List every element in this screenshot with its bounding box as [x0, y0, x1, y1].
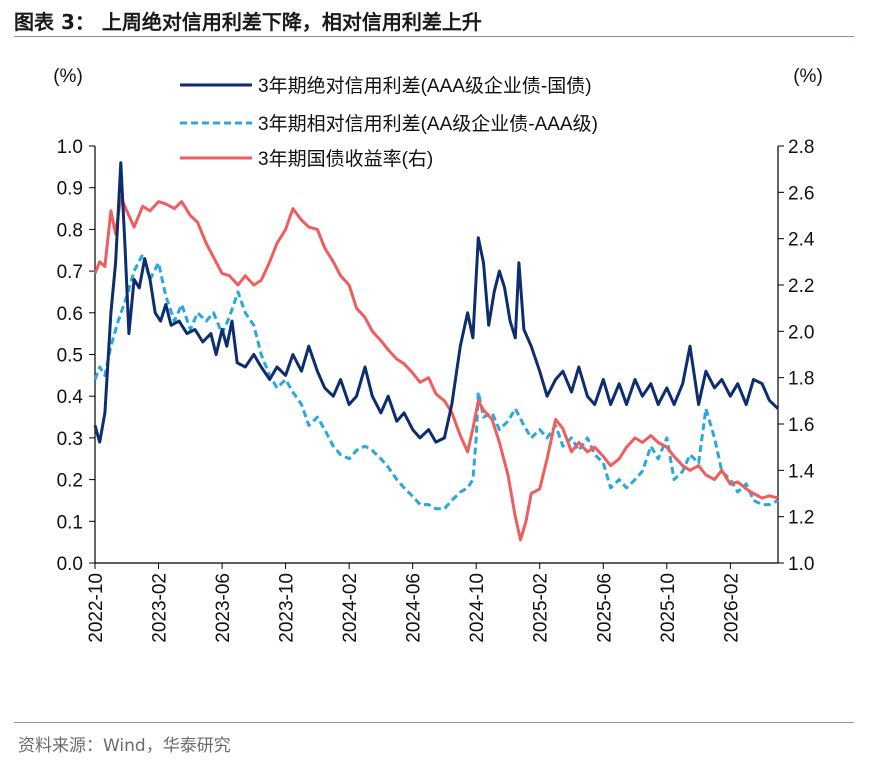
source-note: 资料来源：Wind，华泰研究: [18, 736, 231, 756]
legend-label-3: 3年期国债收益率(右): [258, 148, 433, 170]
x-tick-label: 2023-06: [213, 573, 234, 643]
chart-axes: 0.0 0.1 0.2 0.3 0.4 0.5 0.6 0.7 0.8 0.9 1.0 1.0 1.2 1…: [53, 66, 823, 643]
left-y-tick-label: 0.3: [57, 429, 83, 450]
left-y-tick-label: 0.6: [57, 304, 83, 325]
right-y-tick-label: 1.8: [788, 369, 814, 390]
left-y-tick-label: 1.0: [57, 137, 83, 158]
right-y-tick-label: 2.2: [788, 276, 814, 297]
left-y-tick-label: 0.5: [57, 346, 83, 367]
x-tick-label: 2026-02: [721, 573, 742, 643]
left-y-tick-label: 0.8: [57, 220, 83, 241]
right-y-tick-label: 1.4: [788, 461, 815, 482]
x-tick-label: 2025-02: [531, 573, 552, 643]
left-y-tick-label: 0.7: [57, 262, 83, 283]
left-y-tick-label: 0.1: [57, 512, 83, 533]
legend-label-2: 3年期相对信用利差(AA级企业债-AAA级): [258, 113, 598, 135]
series-layer: [93, 161, 780, 542]
series-line-1: [93, 161, 780, 444]
x-tick-label: 2023-10: [277, 573, 298, 643]
right-y-tick-label: 1.6: [788, 415, 814, 436]
title-rule: [14, 36, 854, 37]
left-y-tick-label: 0.0: [57, 554, 83, 575]
left-y-tick-label: 0.9: [57, 179, 83, 200]
x-tick-label: 2022-10: [86, 573, 107, 643]
left-y-unit-label: (%): [53, 66, 83, 87]
line-chart: 0.0 0.1 0.2 0.3 0.4 0.5 0.6 0.7 0.8 0.9 1.0 1.0 1.2 1…: [53, 66, 823, 643]
series-line-2: [93, 252, 779, 511]
x-tick-label: 2024-06: [404, 573, 425, 643]
left-y-tick-label: 0.2: [57, 471, 83, 492]
left-y-tick-label: 0.4: [57, 387, 84, 408]
legend-label-1: 3年期绝对信用利差(AAA级企业债-国债): [258, 75, 592, 97]
chart-legend: 3年期绝对信用利差(AAA级企业债-国债) 3年期相对信用利差(AA级企业债-AA…: [180, 75, 598, 170]
right-y-tick-label: 1.0: [788, 554, 814, 575]
right-y-tick-label: 2.8: [788, 137, 814, 158]
x-tick-label: 2023-02: [150, 573, 171, 643]
right-y-tick-label: 2.4: [788, 230, 815, 251]
right-y-tick-label: 1.2: [788, 508, 814, 529]
figure-title: 图表 3： 上周绝对信用利差下降，相对信用利差上升: [14, 10, 482, 34]
x-tick-label: 2024-02: [340, 573, 361, 643]
series-line-3: [93, 195, 779, 542]
x-tick-label: 2025-06: [594, 573, 615, 643]
right-y-tick-label: 2.6: [788, 183, 814, 204]
right-y-tick-label: 2.0: [788, 322, 814, 343]
right-y-unit-label: (%): [793, 66, 823, 87]
x-tick-label: 2025-10: [658, 573, 679, 643]
x-tick-label: 2024-10: [467, 573, 488, 643]
source-rule: [14, 722, 854, 723]
